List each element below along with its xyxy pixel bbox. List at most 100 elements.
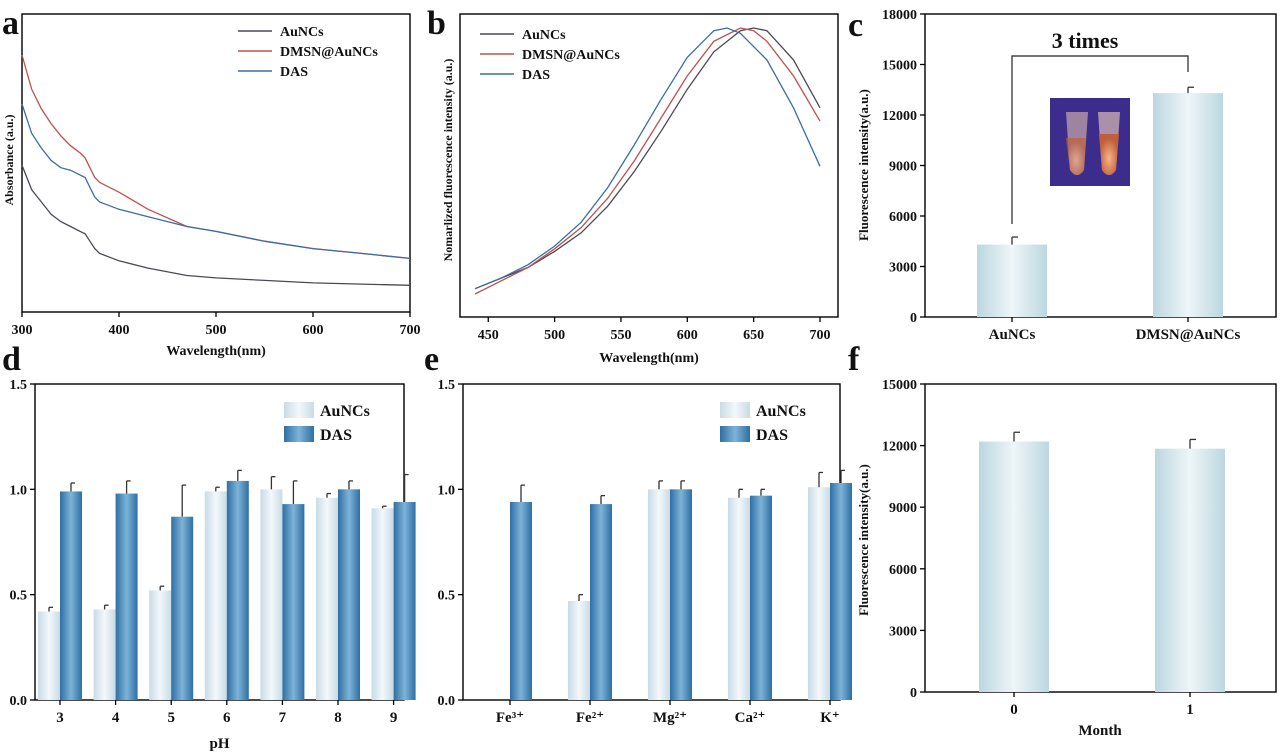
panel-e-ytick-label: 1.5 bbox=[438, 378, 456, 393]
panel-e-bar-das-K⁺ bbox=[830, 483, 852, 700]
panel-b-xtick-label: 650 bbox=[743, 328, 764, 343]
panel-f: 0 3000 6000 9000 12000 15000 Fluorescence inte… bbox=[856, 378, 1277, 739]
panel-c-ytick-label: 15000 bbox=[882, 59, 917, 74]
panel-b-xtick-label: 700 bbox=[810, 328, 831, 343]
panel-b-series-DMSN@AuNCs bbox=[474, 27, 821, 295]
panel-a-ylabel: Absorbance (a.u.) bbox=[2, 114, 16, 205]
panel-d-xlabel: pH bbox=[209, 736, 229, 752]
inset-tube-right-glow bbox=[1099, 134, 1119, 175]
panel-e-legend-das-label: DAS bbox=[756, 427, 788, 444]
panel-e-bar-aunc-Mg²⁺ bbox=[648, 489, 670, 700]
panel-b-xlabel: Wavelength(nm) bbox=[599, 351, 699, 366]
panel-c-ytick-label: 18000 bbox=[882, 8, 917, 23]
panel-c-xtick-label: AuNCs bbox=[989, 327, 1036, 343]
panel-a-legend-2-label: DAS bbox=[280, 65, 308, 80]
panel-d-bar-das-7 bbox=[282, 504, 305, 700]
panel-c-ytick-label: 12000 bbox=[882, 109, 917, 124]
panel-e-legend-das-swatch bbox=[720, 426, 750, 442]
panel-d-bar-das-8 bbox=[338, 489, 360, 700]
panel-d-bar-aunc-3 bbox=[38, 611, 60, 700]
panel-b-xtick-label: 600 bbox=[677, 328, 698, 343]
panel-e-ytick-label: 1.0 bbox=[438, 483, 456, 498]
panel-e-bar-das-Fe³⁺ bbox=[510, 501, 532, 700]
panel-f-xlabel: Month bbox=[1078, 723, 1122, 739]
panel-a: 300 400 500 600 700 Absorbance (a.u.) Waveleng… bbox=[2, 13, 421, 359]
panel-d-xtick-label: 3 bbox=[56, 710, 64, 726]
panel-d-bar-das-5 bbox=[171, 516, 194, 700]
panel-c-inset-photo bbox=[1050, 98, 1130, 186]
panel-f-ylabel: Fluorescence intensity(a.u.) bbox=[856, 464, 871, 616]
panel-f-ytick-label: 12000 bbox=[882, 440, 917, 455]
panel-f-bar-month-0 bbox=[979, 441, 1049, 692]
panel-d-xtick-label: 7 bbox=[279, 710, 287, 726]
panel-f-ytick-label: 9000 bbox=[889, 501, 917, 516]
panel-c-ytick-label: 3000 bbox=[889, 261, 917, 276]
panel-d-ytick-label: 1.5 bbox=[10, 378, 28, 393]
panel-b-legend-0-label: AuNCs bbox=[522, 28, 566, 43]
panel-label-b: b bbox=[427, 5, 446, 42]
panel-e-legend-aunc-label: AuNCs bbox=[756, 403, 806, 420]
panel-a-series-DMSN@AuNCs bbox=[21, 54, 411, 260]
panel-d-bar-aunc-7 bbox=[260, 489, 283, 700]
panel-b-axes-frame bbox=[459, 13, 839, 318]
panel-c-ytick-label: 6000 bbox=[889, 210, 917, 225]
panel-b: 450 500 550 600 650 700 Nomarlized fluorescenc… bbox=[441, 13, 839, 366]
panel-b-ylabel: Nomarlized fluorescence intensity (a.u.) bbox=[441, 59, 455, 262]
panel-e-xtick-label: K⁺ bbox=[820, 710, 840, 726]
panel-d-legend-aunc-swatch bbox=[284, 402, 314, 418]
panel-d-legend-das-label: DAS bbox=[320, 427, 352, 444]
panel-d-bar-aunc-4 bbox=[93, 609, 116, 700]
panel-d-legend-aunc-label: AuNCs bbox=[320, 403, 370, 420]
panel-e: 0.0 0.5 1.0 1.5 Fe³⁺ Fe²⁺ Mg²⁺ Ca²⁺ K⁺ AuNCs DAS bbox=[438, 378, 852, 726]
panel-d-bar-das-4 bbox=[115, 493, 138, 700]
panel-e-xtick-label: Mg²⁺ bbox=[653, 710, 687, 726]
panel-f-ytick-label: 3000 bbox=[889, 624, 917, 639]
panel-e-xtick-label: Ca²⁺ bbox=[735, 710, 766, 726]
panel-e-xtick-label: Fe²⁺ bbox=[576, 710, 604, 726]
panel-b-legend-1-label: DMSN@AuNCs bbox=[522, 48, 620, 63]
panel-a-xlabel: Wavelength(nm) bbox=[166, 344, 266, 359]
panel-d-ytick-label: 0.0 bbox=[10, 694, 28, 709]
panel-c-ylabel: Fluorescence intensity(a.u.) bbox=[856, 89, 871, 241]
panel-e-xtick-label: Fe³⁺ bbox=[496, 710, 524, 726]
panel-e-bar-das-Mg²⁺ bbox=[670, 489, 692, 700]
panel-a-xtick-label: 300 bbox=[12, 323, 33, 338]
panel-f-ytick-label: 6000 bbox=[889, 563, 917, 578]
panel-f-bar-month-1 bbox=[1155, 448, 1225, 692]
panel-e-bar-das-Fe²⁺ bbox=[590, 504, 612, 700]
panel-f-axes-frame bbox=[924, 383, 1277, 693]
panel-d-legend-das-swatch bbox=[284, 426, 314, 442]
panel-c-xtick-label: DMSN@AuNCs bbox=[1136, 327, 1241, 343]
panel-label-d: d bbox=[2, 341, 21, 378]
panel-a-xtick-label: 400 bbox=[109, 323, 130, 338]
panel-a-xtick-label: 700 bbox=[400, 323, 421, 338]
panel-f-xtick-label: 1 bbox=[1186, 702, 1194, 718]
panel-c-bar-DMSN@AuNCs bbox=[1153, 93, 1223, 317]
panel-a-legend-0-label: AuNCs bbox=[280, 25, 324, 40]
panel-b-legend-2-label: DAS bbox=[522, 68, 550, 83]
panel-f-ytick-label: 0 bbox=[910, 686, 917, 701]
panel-a-xtick-label: 600 bbox=[303, 323, 324, 338]
panel-b-xtick-label: 500 bbox=[544, 328, 565, 343]
panel-a-series-AuNCs bbox=[21, 165, 411, 286]
panel-b-xtick-label: 550 bbox=[610, 328, 631, 343]
panel-e-legend-aunc-swatch bbox=[720, 402, 750, 418]
panel-d-bar-das-6 bbox=[226, 480, 249, 700]
panel-c-ytick-label: 9000 bbox=[889, 160, 917, 175]
panel-d-bar-aunc-5 bbox=[149, 590, 172, 700]
panel-f-ytick-label: 15000 bbox=[882, 378, 917, 393]
panel-d-ytick-label: 0.5 bbox=[10, 589, 28, 604]
panel-b-series-AuNCs bbox=[474, 27, 821, 290]
panel-c-comparison-bracket bbox=[1011, 55, 1189, 224]
panel-c-ytick-label: 0 bbox=[910, 311, 917, 326]
panel-e-bar-aunc-Ca²⁺ bbox=[728, 497, 750, 700]
panel-c-annotation: 3 times bbox=[1052, 28, 1119, 53]
panel-e-ytick-label: 0.0 bbox=[438, 694, 456, 709]
panel-d: 0.0 0.5 1.0 1.5 3 4 5 6 7 8 9 pH AuNCs DAS bbox=[10, 378, 416, 752]
panel-a-legend-1-label: DMSN@AuNCs bbox=[280, 45, 378, 60]
panel-c: 0 3000 6000 9000 12000 15000 18000 Fluorescence… bbox=[856, 8, 1277, 343]
panel-b-xtick-label: 450 bbox=[478, 328, 499, 343]
panel-label-a: a bbox=[2, 5, 19, 42]
panel-label-f: f bbox=[848, 341, 860, 378]
